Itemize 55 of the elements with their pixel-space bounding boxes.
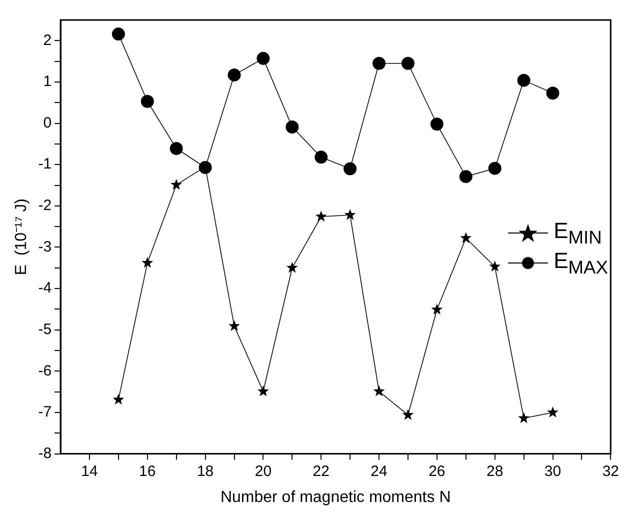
x-tick-label: 28 (486, 462, 504, 480)
point (372, 56, 386, 70)
x-tick-label: 32 (602, 462, 619, 480)
legend-label: E$_{MAX}$ (554, 248, 608, 278)
point (228, 68, 241, 82)
y-tick-label: 2 (43, 32, 52, 49)
point (315, 210, 327, 222)
point (286, 262, 298, 273)
point (344, 209, 356, 220)
point (373, 385, 385, 396)
point (256, 52, 270, 65)
point (142, 256, 154, 268)
point (547, 406, 558, 418)
y-tick-label: -2 (38, 197, 52, 214)
point (546, 86, 560, 100)
y-tick-label: -7 (38, 404, 52, 421)
x-axis-title: Number of magnetic moments N (220, 488, 451, 506)
point (286, 120, 299, 134)
point (401, 56, 414, 70)
x-tick-label: 24 (370, 462, 388, 480)
x-tick-label: 22 (312, 462, 330, 480)
x-tick-label: 26 (428, 462, 446, 480)
point (112, 28, 125, 41)
y-tick-label: -8 (38, 444, 52, 462)
point (518, 412, 530, 424)
x-tick-label: 16 (139, 462, 156, 480)
point (112, 394, 124, 405)
point (489, 260, 501, 272)
point (460, 232, 472, 243)
point (170, 142, 183, 155)
point (314, 150, 328, 164)
point (402, 408, 414, 420)
x-tick-label: 30 (544, 462, 562, 480)
y-axis-title: E (10⁻¹⁷ J) (13, 198, 30, 276)
x-tick-label: 18 (196, 462, 214, 480)
y-tick-label: -1 (38, 156, 52, 173)
y-tick-label: 1 (43, 73, 52, 90)
point (228, 320, 240, 331)
point (344, 162, 357, 176)
y-tick-label: -3 (38, 238, 52, 256)
point (488, 162, 502, 175)
point (431, 304, 443, 314)
x-tick-label: 20 (254, 462, 272, 480)
legend-label: E$_{MIN}$ (554, 218, 602, 248)
y-tick-label: 0 (43, 114, 52, 132)
y-tick-label: -4 (38, 280, 52, 297)
point (517, 74, 530, 87)
point (459, 170, 472, 184)
y-tick-label: -6 (38, 362, 52, 380)
point (430, 118, 444, 131)
point (170, 178, 182, 190)
x-tick-label: 14 (81, 462, 98, 480)
y-tick-label: -5 (38, 321, 52, 338)
point (140, 94, 154, 108)
point (258, 385, 269, 396)
